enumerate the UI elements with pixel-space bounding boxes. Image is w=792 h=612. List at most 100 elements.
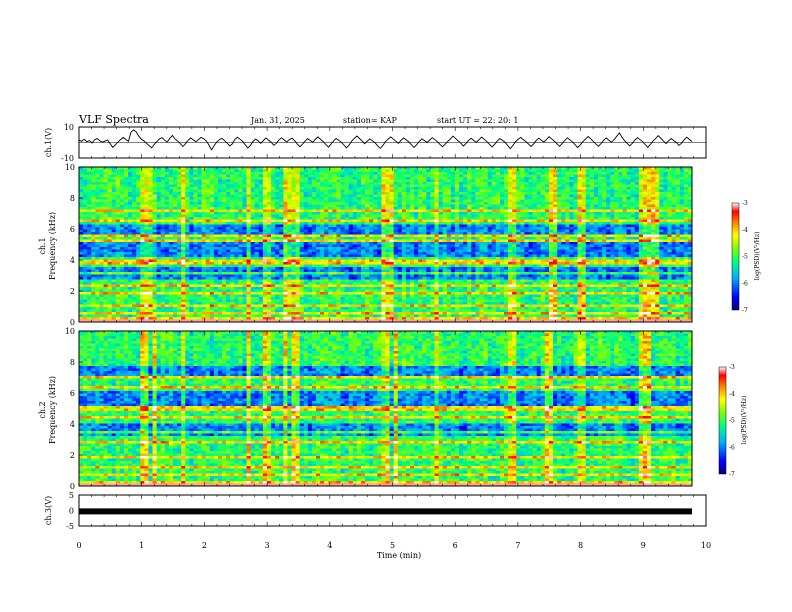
ch1-spectrogram-cell bbox=[377, 187, 382, 190]
ch1-spectrogram-cell bbox=[254, 284, 260, 288]
ch1-spectrogram-cell bbox=[320, 254, 325, 258]
ch1-spectrogram-cell bbox=[311, 174, 317, 178]
ch1-spectrogram-cell bbox=[132, 167, 137, 170]
ch1-spectrogram-cell bbox=[144, 232, 149, 235]
ch1-spectrogram-cell bbox=[275, 234, 280, 238]
ch1-spectrogram-cell bbox=[111, 277, 117, 280]
ch1-spectrogram-cell bbox=[152, 194, 157, 198]
ch1-spectrogram-cell bbox=[279, 297, 284, 300]
ch1-spectrogram-cell bbox=[185, 174, 190, 178]
ch1-spectrogram-cell bbox=[275, 242, 280, 245]
ch1-spectrogram-cell bbox=[324, 192, 329, 195]
ch1-spectrogram-cell bbox=[226, 197, 231, 200]
ch1-spectrogram-cell bbox=[283, 214, 288, 218]
ch1-spectrogram-cell bbox=[262, 264, 268, 268]
ch1-spectrogram-cell bbox=[197, 284, 202, 288]
ch1-spectrogram-cell bbox=[389, 254, 395, 258]
ch1-spectrogram-cell bbox=[369, 217, 374, 220]
ch1-spectrogram-cell bbox=[115, 257, 121, 260]
ch1-spectrogram-cell bbox=[242, 192, 247, 195]
ch1-spectrogram-cell bbox=[299, 197, 305, 200]
ch1-spectrogram-cell bbox=[266, 174, 272, 178]
ch1-spectrogram-cell bbox=[234, 304, 239, 308]
ch1-spectrogram-cell bbox=[365, 192, 370, 195]
ch1-spectrogram-cell bbox=[230, 214, 235, 218]
ch1-spectrogram-cell bbox=[307, 244, 313, 248]
ch1-spectrogram-cell bbox=[356, 229, 362, 233]
ch1-spectrogram-cell bbox=[213, 302, 219, 305]
ch1-spectrogram-cell bbox=[275, 217, 280, 220]
ch1-spectrogram-cell bbox=[164, 307, 170, 310]
ch1-spectrogram-cell bbox=[164, 169, 170, 173]
ch1-spectrogram-cell bbox=[172, 299, 178, 303]
ch1-spectrogram-cell bbox=[242, 269, 247, 273]
ch1-spectrogram-cell bbox=[275, 222, 280, 225]
ch1-spectrogram-cell bbox=[303, 222, 309, 225]
ch1-spectrogram-cell bbox=[87, 254, 92, 258]
ch1-spectrogram-cell bbox=[168, 267, 174, 270]
ch1-spectrogram-cell bbox=[369, 179, 374, 183]
ch1-spectrogram-cell bbox=[311, 212, 317, 215]
ch1-spectrogram-cell bbox=[352, 317, 358, 320]
ch1-spectrogram-cell bbox=[189, 249, 194, 253]
ch1-spectrogram-cell bbox=[189, 172, 194, 175]
ch1-spectrogram-cell bbox=[201, 199, 207, 203]
ch1-spectrogram-cell bbox=[181, 234, 186, 238]
ch1-spectrogram-cell bbox=[222, 234, 227, 238]
ch1-spectrogram-cell bbox=[266, 177, 272, 180]
ch1-spectrogram-cell bbox=[324, 237, 329, 240]
ch1-spectrogram-cell bbox=[352, 197, 358, 200]
ch1-spectrogram-cell bbox=[389, 169, 395, 173]
ch1-spectrogram-cell bbox=[209, 172, 215, 175]
ch1-spectrogram-cell bbox=[95, 264, 100, 268]
ch1-spectrogram-cell bbox=[107, 184, 113, 188]
ch1-spectrogram-cell bbox=[324, 182, 329, 185]
ch1-spectrogram-cell bbox=[103, 167, 108, 170]
ch1-spectrogram-cell bbox=[123, 314, 129, 318]
ch1-spectrogram-cell bbox=[132, 242, 137, 245]
ch1-spectrogram-cell bbox=[381, 172, 386, 175]
ch1-spectrogram-cell bbox=[316, 272, 321, 275]
ch1-spectrogram-cell bbox=[79, 214, 84, 218]
ch1-spectrogram-cell bbox=[205, 234, 211, 238]
ch1-spectrogram-cell bbox=[230, 232, 235, 235]
ch1-spectrogram-cell bbox=[258, 294, 264, 298]
ch1-spectrogram-cell bbox=[266, 187, 272, 190]
ch1-spectrogram-cell bbox=[271, 269, 276, 273]
ch1-spectrogram-cell bbox=[107, 267, 113, 270]
ch1-spectrogram-cell bbox=[189, 314, 194, 318]
ch1-spectrogram-cell bbox=[266, 222, 272, 225]
ch1-spectrogram-cell bbox=[369, 237, 374, 240]
ch1-spectrogram-cell bbox=[328, 287, 333, 290]
ch1-spectrogram-cell bbox=[291, 257, 296, 260]
ch1-spectrogram-cell bbox=[365, 257, 370, 260]
ch1-spectrogram-cell bbox=[136, 287, 141, 290]
ch1-spectrogram-cell bbox=[193, 222, 198, 225]
ch1-spectrogram-cell bbox=[393, 239, 399, 243]
ch1-spectrogram-cell bbox=[340, 187, 345, 190]
ch1-spectrogram-cell bbox=[115, 222, 121, 225]
ch1-spectrogram-cell bbox=[177, 219, 182, 223]
ch1-spectrogram-cell bbox=[397, 209, 403, 213]
ch1-spectrogram-cell bbox=[193, 184, 198, 188]
ch1-spectrogram-cell bbox=[177, 194, 182, 198]
ch1-spectrogram-cell bbox=[79, 222, 84, 225]
ch1-spectrogram-cell bbox=[181, 277, 186, 280]
ch1-spectrogram-cell bbox=[136, 224, 141, 228]
ch1-spectrogram-cell bbox=[352, 209, 358, 213]
ch1-spectrogram-cell bbox=[234, 282, 239, 285]
ch1-spectrogram-cell bbox=[377, 237, 382, 240]
ch1-spectrogram-cell bbox=[254, 179, 260, 183]
ch1-spectrogram-cell bbox=[99, 297, 104, 300]
ch1-spectrogram-cell bbox=[303, 197, 309, 200]
ch1-spectrogram-cell bbox=[119, 227, 125, 230]
ch1-spectrogram-cell bbox=[226, 202, 231, 205]
ch1-spectrogram-cell bbox=[177, 267, 182, 270]
ch1-spectrogram-cell bbox=[238, 234, 243, 238]
ch1-spectrogram-cell bbox=[324, 294, 329, 298]
ch1-spectrogram-cell bbox=[373, 314, 378, 318]
ch1-spectrogram-cell bbox=[393, 257, 399, 260]
ch1-spectrogram-cell bbox=[140, 172, 145, 175]
ch1-spectrogram-cell bbox=[373, 307, 378, 310]
ch1-spectrogram-cell bbox=[381, 262, 386, 265]
